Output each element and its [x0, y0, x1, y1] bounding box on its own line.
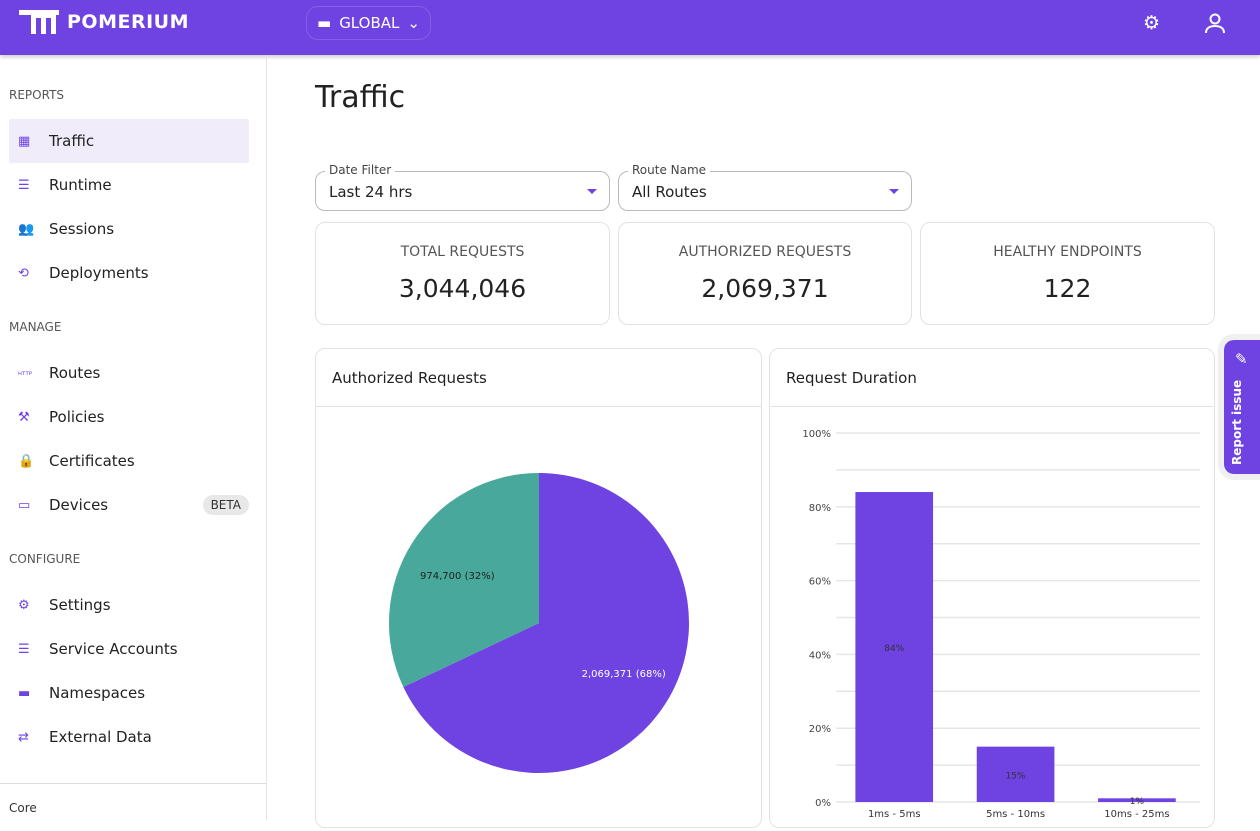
- sidebar-item-routes[interactable]: ʜᴛᴛᴘ Routes: [9, 351, 249, 395]
- divider: [0, 783, 266, 784]
- request-duration-panel: Request Duration 0% 20% 40% 60% 80% 100% 84% 1m…: [769, 348, 1215, 828]
- date-filter-select[interactable]: Date Filter Last 24 hrs: [315, 163, 610, 211]
- stat-card-healthy: HEALTHY ENDPOINTS 122: [920, 222, 1215, 325]
- beta-badge: BETA: [202, 495, 249, 515]
- sidebar-item-traffic[interactable]: ▦ Traffic: [9, 119, 249, 163]
- stat-title: AUTHORIZED REQUESTS: [678, 244, 852, 260]
- section-configure: CONFIGURE: [9, 552, 81, 566]
- pomerium-logo-icon: [19, 10, 59, 34]
- route-name-value: All Routes: [632, 183, 707, 201]
- bar-data-label: 84%: [884, 644, 904, 654]
- pie-chart: 2,069,371 (68%) 974,700 (32%): [388, 473, 689, 773]
- folder-icon: ▬: [317, 14, 332, 32]
- dropdown-arrow-icon: [889, 189, 899, 194]
- bar[interactable]: [1098, 798, 1176, 802]
- sidebar-item-label: Routes: [49, 364, 101, 382]
- y-tick-label: 20%: [809, 724, 831, 735]
- x-tick-label: 1ms - 5ms: [868, 809, 921, 820]
- sidebar-item-label: Certificates: [49, 452, 135, 470]
- pencil-icon: ✎: [1235, 350, 1248, 368]
- bar-data-label: 15%: [1006, 771, 1026, 781]
- stat-card-authorized: AUTHORIZED REQUESTS 2,069,371: [618, 222, 912, 325]
- logo[interactable]: POMERIUM: [17, 8, 189, 36]
- sidebar-item-label: Settings: [49, 596, 111, 614]
- namespace-selector[interactable]: ▬ GLOBAL ⌄: [306, 6, 431, 40]
- section-reports: REPORTS: [9, 88, 65, 102]
- sidebar-item-label: Runtime: [49, 176, 112, 194]
- bar-chart: 0% 20% 40% 60% 80% 100% 84% 1ms - 5ms 15% 5ms - 1…: [802, 429, 1200, 820]
- x-tick-label: 10ms - 25ms: [1104, 809, 1169, 820]
- edition-label: Core: [9, 801, 37, 815]
- top-bar: POMERIUM ▬ GLOBAL ⌄ ⚙: [0, 0, 1260, 55]
- y-tick-label: 80%: [809, 503, 831, 514]
- authorized-requests-panel: Authorized Requests 2,069,371 (68%) 974,7…: [315, 348, 762, 828]
- user-icon[interactable]: [1204, 12, 1226, 38]
- chart-icon: ▦: [18, 133, 31, 149]
- sidebar-item-service-accounts[interactable]: ☰ Service Accounts: [9, 627, 249, 671]
- report-issue-label: Report issue: [1230, 379, 1244, 465]
- y-tick-label: 0%: [815, 798, 831, 809]
- sidebar: REPORTS ▦ Traffic ☰ Runtime 👥 Sessions ⟲ Deploym…: [0, 55, 267, 820]
- stat-value: 2,069,371: [701, 274, 829, 303]
- sidebar-item-label: Policies: [49, 408, 105, 426]
- sidebar-item-external-data[interactable]: ⇄ External Data: [9, 715, 249, 759]
- brand-name: POMERIUM: [67, 11, 189, 33]
- stat-title: HEALTHY ENDPOINTS: [993, 244, 1142, 260]
- stat-value: 122: [1043, 274, 1092, 303]
- sidebar-item-label: External Data: [49, 728, 152, 746]
- people-icon: 👥: [18, 221, 35, 237]
- pie-data-label: 2,069,371 (68%): [582, 669, 666, 680]
- pie-slice[interactable]: [388, 473, 539, 688]
- bar[interactable]: [976, 746, 1055, 802]
- route-name-label: Route Name: [628, 163, 711, 177]
- pie-slice[interactable]: [403, 473, 689, 773]
- sidebar-item-policies[interactable]: ⚒ Policies: [9, 395, 249, 439]
- history-icon: ⟲: [18, 265, 29, 281]
- sidebar-item-label: Traffic: [49, 132, 95, 150]
- http-icon: ʜᴛᴛᴘ: [18, 369, 33, 377]
- route-name-select[interactable]: Route Name All Routes: [618, 163, 912, 211]
- sidebar-item-label: Namespaces: [49, 684, 146, 702]
- section-manage: MANAGE: [9, 320, 62, 334]
- sidebar-item-settings[interactable]: ⚙ Settings: [9, 583, 249, 627]
- server-icon: ☰: [18, 177, 30, 193]
- sidebar-item-certificates[interactable]: 🔒 Certificates: [9, 439, 249, 483]
- gavel-icon: ⚒: [18, 409, 30, 425]
- sidebar-item-label: Deployments: [49, 264, 149, 282]
- x-tick-label: 5ms - 10ms: [986, 809, 1045, 820]
- sidebar-item-label: Service Accounts: [49, 640, 178, 658]
- chevron-down-icon: ⌄: [407, 14, 420, 32]
- panel-title: Authorized Requests: [316, 349, 761, 407]
- bar-data-label: 1%: [1130, 797, 1145, 807]
- gear-icon: ⚙: [18, 597, 30, 613]
- date-filter-value: Last 24 hrs: [329, 183, 413, 201]
- sidebar-item-sessions[interactable]: 👥 Sessions: [9, 207, 249, 251]
- bar[interactable]: [855, 492, 934, 802]
- devices-icon: ▭: [18, 497, 31, 513]
- report-issue-button[interactable]: ✎ Report issue: [1224, 340, 1260, 474]
- lock-icon: 🔒: [18, 453, 35, 469]
- stat-value: 3,044,046: [398, 274, 527, 303]
- stat-title: TOTAL REQUESTS: [400, 244, 525, 260]
- folder-icon: ▬: [18, 685, 31, 701]
- y-tick-label: 40%: [809, 650, 831, 661]
- sidebar-item-runtime[interactable]: ☰ Runtime: [9, 163, 249, 207]
- page-title: Traffic: [315, 80, 406, 115]
- sidebar-item-label: Devices: [49, 496, 109, 514]
- sidebar-item-namespaces[interactable]: ▬ Namespaces: [9, 671, 249, 715]
- sidebar-item-devices[interactable]: ▭ Devices BETA: [9, 483, 249, 527]
- y-tick-label: 100%: [802, 429, 831, 440]
- server-icon: ☰: [18, 641, 30, 657]
- pie-data-label: 974,700 (32%): [420, 571, 495, 582]
- sidebar-item-deployments[interactable]: ⟲ Deployments: [9, 251, 249, 295]
- data-icon: ⇄: [18, 729, 29, 745]
- stat-card-total: TOTAL REQUESTS 3,044,046: [315, 222, 610, 325]
- panel-title: Request Duration: [770, 349, 1214, 407]
- y-tick-label: 60%: [809, 577, 831, 588]
- sidebar-item-label: Sessions: [49, 220, 115, 238]
- namespace-label: GLOBAL: [339, 14, 400, 32]
- dropdown-arrow-icon: [587, 189, 597, 194]
- settings-icon[interactable]: ⚙: [1143, 12, 1161, 34]
- date-filter-label: Date Filter: [325, 163, 396, 177]
